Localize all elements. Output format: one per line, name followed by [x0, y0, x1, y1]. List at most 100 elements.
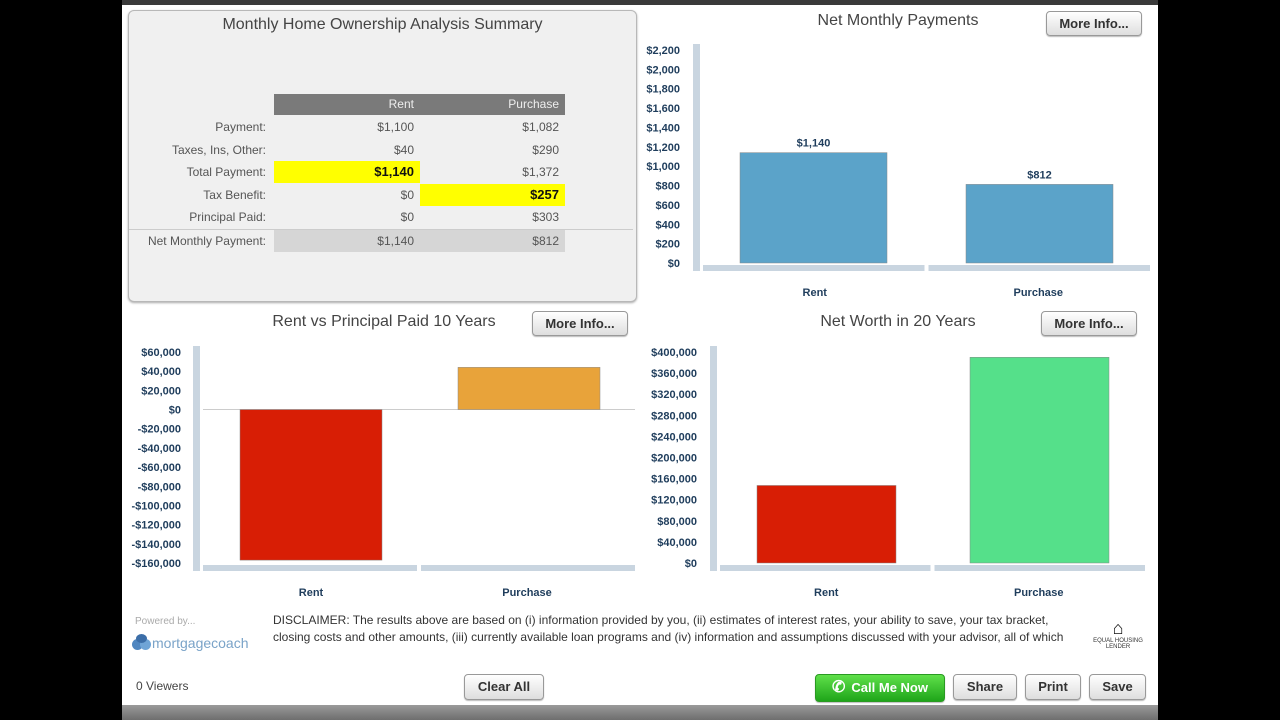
x-axis-bar: [934, 565, 1145, 571]
y-tick-label: $160,000: [651, 474, 697, 486]
phone-icon: ✆: [832, 679, 846, 696]
chart-title-net-monthly: Net Monthly Payments: [817, 12, 979, 29]
charts-layer: $0 $200 $400 $600 $800 $1,000 $1,200 $1,400 $1,6…: [131, 44, 1150, 599]
y-tick-label: $40,000: [657, 537, 697, 549]
share-button[interactable]: Share: [953, 674, 1017, 700]
purchase-value: $257: [420, 183, 565, 206]
bar-rent: [739, 152, 888, 264]
bottom-bar: [122, 705, 1158, 720]
y-tick-label: -$120,000: [131, 520, 181, 532]
y-tick-label: $60,000: [141, 347, 181, 359]
row-label: Taxes, Ins, Other:: [171, 142, 266, 157]
row-label: Principal Paid:: [189, 210, 266, 224]
purchase-value: $1,082: [522, 120, 559, 134]
data-label: $1,140: [797, 138, 831, 150]
y-tick-label: $1,000: [646, 161, 680, 173]
row-label: Payment:: [215, 120, 266, 134]
clear-all-button[interactable]: Clear All: [464, 674, 544, 700]
row-label: Net Monthly Payment:: [147, 234, 266, 248]
y-tick-label: $320,000: [651, 389, 697, 401]
y-tick-label: -$100,000: [131, 500, 181, 512]
row-label: Total Payment:: [186, 165, 266, 179]
purchase-value: $290: [532, 142, 559, 157]
category-label: Purchase: [1014, 587, 1064, 599]
y-tick-label: -$60,000: [138, 462, 181, 474]
y-tick-label: $280,000: [651, 410, 697, 422]
x-axis-bar: [421, 565, 635, 571]
logo-text: mortgagecoach: [152, 635, 249, 651]
disclaimer-text: DISCLAIMER: The results above are based …: [273, 613, 1064, 644]
bar-purchase: [965, 184, 1114, 264]
summary-row: Tax Benefit: $0 $257: [129, 183, 638, 206]
y-tick-label: $360,000: [651, 368, 697, 380]
category-label: Rent: [299, 587, 324, 599]
purchase-value: $1,372: [522, 165, 559, 179]
y-axis-bar: [193, 346, 200, 571]
y-axis-bar: [693, 44, 700, 271]
more-info-button-net-worth[interactable]: More Info...: [1041, 311, 1137, 336]
y-tick-label: $20,000: [141, 385, 181, 397]
more-info-button-net-monthly[interactable]: More Info...: [1046, 11, 1142, 36]
house-icon: ⌂: [1112, 618, 1124, 638]
call-me-now-button[interactable]: ✆ Call Me Now: [815, 674, 945, 702]
net-monthly-row: Net Monthly Payment: $1,140 $812: [129, 230, 638, 252]
y-tick-label: $1,400: [646, 122, 680, 134]
divider: [129, 229, 633, 230]
y-tick-label: -$40,000: [138, 443, 181, 455]
print-button[interactable]: Print: [1025, 674, 1081, 700]
column-header-rent: Rent: [274, 94, 420, 115]
y-axis-bar: [710, 346, 717, 571]
app-window: Monthly Home Ownership Analysis Summary …: [122, 0, 1158, 720]
y-tick-label: -$20,000: [138, 424, 181, 436]
viewers-count: 0 Viewers: [136, 679, 189, 693]
summary-panel: Monthly Home Ownership Analysis Summary …: [128, 10, 637, 302]
x-axis-bar: [720, 565, 931, 571]
y-tick-label: $400: [656, 219, 680, 231]
net-purchase: $812: [420, 230, 565, 252]
data-label: $812: [1027, 169, 1051, 181]
x-axis-bar: [703, 265, 925, 271]
summary-row: Total Payment: $1,140 $1,372: [129, 161, 638, 183]
summary-row: Principal Paid: $0 $303: [129, 206, 638, 228]
summary-row: Taxes, Ins, Other: $40 $290: [129, 139, 638, 161]
powered-by: Powered by...: [135, 616, 196, 627]
y-tick-label: $2,200: [646, 45, 680, 57]
y-tick-label: $40,000: [141, 366, 181, 378]
y-tick-label: -$80,000: [138, 481, 181, 493]
y-tick-label: $0: [685, 558, 697, 570]
save-button[interactable]: Save: [1089, 674, 1146, 700]
row-label: Tax Benefit:: [203, 187, 266, 202]
top-bar: [122, 0, 1158, 5]
bar-purchase: [457, 367, 601, 410]
y-tick-label: $120,000: [651, 495, 697, 507]
rent-value: $0: [400, 210, 414, 224]
y-tick-label: $200,000: [651, 453, 697, 465]
net-rent: $1,140: [274, 230, 420, 252]
summary-row: Payment: $1,100 $1,082: [129, 116, 638, 138]
y-tick-label: $1,800: [646, 84, 680, 96]
summary-title: Monthly Home Ownership Analysis Summary: [222, 16, 543, 33]
rent-value: $1,140: [274, 161, 420, 183]
rent-value: $0: [400, 187, 414, 202]
chart-title-net-worth: Net Worth in 20 Years: [820, 313, 976, 330]
y-tick-label: $240,000: [651, 431, 697, 443]
rent-value: $1,100: [377, 120, 414, 134]
y-tick-label: $600: [656, 200, 680, 212]
bar-purchase: [969, 357, 1110, 564]
summary-header-row: Rent Purchase: [129, 94, 638, 116]
y-tick-label: $1,200: [646, 142, 680, 154]
y-tick-label: $2,000: [646, 64, 680, 76]
chart-title-rent-vs-principal: Rent vs Principal Paid 10 Years: [272, 313, 496, 330]
y-tick-label: $800: [656, 181, 680, 193]
y-tick-label: $400,000: [651, 347, 697, 359]
y-tick-label: -$160,000: [131, 558, 181, 570]
category-label: Rent: [814, 587, 839, 599]
equal-housing-logo: ⌂ EQUAL HOUSING LENDER: [1088, 618, 1148, 650]
x-axis-bar: [928, 265, 1150, 271]
purchase-value: $303: [532, 210, 559, 224]
bar-rent: [756, 485, 897, 564]
y-tick-label: $0: [668, 258, 680, 270]
y-tick-label: $80,000: [657, 516, 697, 528]
category-label: Purchase: [502, 587, 552, 599]
more-info-button-rent-vs-principal[interactable]: More Info...: [532, 311, 628, 336]
